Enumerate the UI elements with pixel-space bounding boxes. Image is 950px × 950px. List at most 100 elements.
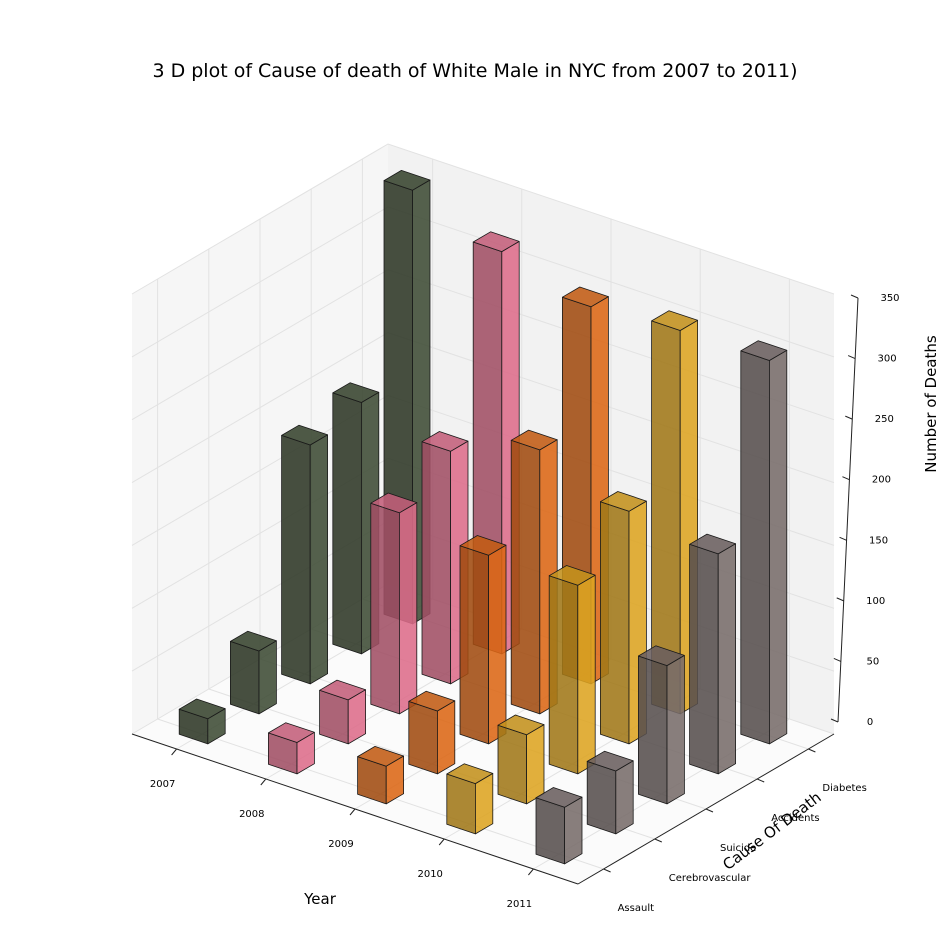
- z-tick-label: 150: [869, 535, 888, 546]
- z-tick-label: 100: [866, 596, 885, 607]
- bar-top-face: [178, 698, 226, 720]
- x-tick: [528, 868, 534, 876]
- bar-side-face: [769, 349, 788, 745]
- bar-top-face: [281, 424, 329, 446]
- bar: [370, 492, 418, 715]
- bar-front-face: [229, 641, 260, 715]
- y-tick: [603, 868, 611, 873]
- bar: [319, 679, 367, 745]
- z-tick: [847, 355, 856, 360]
- bar-top-face: [740, 340, 788, 361]
- bar-side-face: [526, 724, 545, 805]
- bar-side-face: [309, 434, 329, 685]
- bar-top-face: [689, 533, 736, 555]
- bar-top-face: [638, 645, 685, 666]
- bar-top-face: [229, 630, 277, 652]
- bar-front-face: [740, 350, 770, 745]
- z-axis-title: Number of Deaths: [922, 335, 940, 473]
- x-axis-title: Year: [303, 890, 337, 908]
- bar-side-face: [258, 640, 277, 715]
- bar-top-face: [651, 310, 698, 331]
- bar-top-face: [548, 565, 596, 586]
- bar-front-face: [408, 701, 438, 775]
- bar-top-face: [332, 382, 380, 403]
- bar-top-face: [535, 787, 583, 808]
- bar-front-face: [600, 501, 630, 745]
- grid-line: [131, 143, 835, 295]
- x-tick: [260, 778, 267, 786]
- bar-front-face: [510, 439, 541, 715]
- bar-top-face: [472, 231, 520, 253]
- bar-side-face: [666, 655, 685, 805]
- bar-front-face: [586, 761, 617, 835]
- bar-top-face: [459, 535, 507, 556]
- bar: [459, 535, 507, 745]
- bar-side-face: [564, 796, 583, 865]
- bar: [408, 690, 456, 775]
- bar-side-face: [488, 544, 507, 745]
- bar-side-face: [398, 502, 418, 715]
- bar-top-face: [408, 690, 456, 712]
- bar-front-face: [548, 575, 579, 775]
- chart-labels: 2007 2008 2009 2010 2011 Assault Cerebrovascul…: [150, 293, 900, 914]
- x-tick-label: 2008: [239, 809, 264, 820]
- y-tick-label: Suicide: [720, 843, 756, 854]
- bar-front-face: [370, 502, 400, 715]
- y-tick-label: Diabetes: [822, 783, 866, 794]
- x-tick-label: 2011: [507, 899, 532, 910]
- bar-side-face: [615, 760, 634, 835]
- bar: [548, 565, 596, 775]
- bar-top-face: [600, 491, 647, 512]
- bar-front-face: [535, 797, 565, 865]
- x-tick: [349, 808, 356, 816]
- bar: [446, 763, 494, 835]
- z-tick: [845, 415, 853, 420]
- bar-top-face: [497, 714, 545, 736]
- bar-top-face: [510, 429, 558, 451]
- bar: [689, 533, 736, 775]
- chart-axes: [131, 294, 859, 885]
- bar-top-face: [383, 169, 431, 191]
- chart-title: 3 D plot of Cause of death of White Male…: [152, 60, 797, 82]
- x-tick: [171, 748, 177, 756]
- z-tick: [836, 597, 844, 602]
- bar-side-face: [717, 543, 736, 775]
- z-tick-label: 350: [880, 293, 899, 304]
- bar-top-face: [319, 679, 367, 701]
- bar-top-face: [562, 286, 609, 308]
- z-tick: [850, 294, 859, 299]
- bar: [638, 645, 685, 805]
- bar: [281, 424, 329, 685]
- x-tick: [438, 838, 445, 846]
- bar: [229, 630, 277, 715]
- bar: [497, 714, 545, 805]
- x-tick-label: 2007: [150, 779, 175, 790]
- bar-side-face: [577, 574, 596, 775]
- bar-front-face: [332, 392, 362, 655]
- y-tick: [654, 838, 662, 843]
- bar: [740, 340, 788, 745]
- bar-top-face: [421, 431, 469, 452]
- bar-top-face: [586, 750, 634, 772]
- y-tick: [808, 748, 816, 753]
- bar: [267, 722, 315, 775]
- bar-top-face: [446, 763, 494, 784]
- y-tick-label: Accidents: [771, 813, 819, 824]
- y-axis-title: Cause Of Death: [719, 788, 824, 874]
- bar-top-face: [370, 492, 418, 514]
- z-tick: [830, 718, 839, 723]
- z-tick-label: 250: [875, 414, 894, 425]
- bar-front-face: [421, 441, 452, 685]
- z-tick-label: 200: [872, 475, 891, 486]
- y-tick-label: Assault: [618, 903, 655, 914]
- bar: [586, 750, 634, 835]
- z-tick-label: 0: [867, 717, 873, 728]
- chart-bars: [178, 169, 788, 865]
- bar-front-face: [638, 655, 668, 805]
- bar: [535, 787, 583, 865]
- x-tick-label: 2009: [328, 839, 353, 850]
- bar-front-face: [459, 545, 490, 745]
- z-tick: [833, 657, 842, 662]
